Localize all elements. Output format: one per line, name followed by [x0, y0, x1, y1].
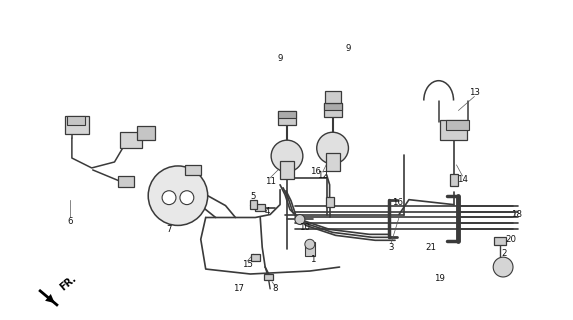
Text: 16: 16: [391, 198, 402, 207]
Bar: [65, 116, 89, 134]
Bar: [185, 165, 201, 175]
Circle shape: [180, 191, 194, 204]
Text: 10: 10: [299, 223, 311, 232]
Bar: [120, 132, 142, 148]
Bar: [325, 197, 333, 207]
Bar: [494, 237, 506, 245]
Bar: [278, 111, 296, 125]
Text: 13: 13: [469, 88, 480, 97]
Text: 9: 9: [346, 44, 351, 53]
Text: 7: 7: [166, 225, 172, 234]
Circle shape: [493, 257, 513, 277]
Text: 14: 14: [457, 175, 468, 184]
Bar: [119, 176, 134, 187]
Text: 12: 12: [317, 172, 328, 180]
Bar: [305, 242, 315, 256]
Circle shape: [295, 214, 305, 224]
Text: 9: 9: [277, 54, 282, 63]
Text: 19: 19: [434, 275, 445, 284]
Circle shape: [317, 132, 348, 164]
Text: 4: 4: [264, 207, 270, 216]
Text: 1: 1: [310, 255, 316, 264]
Bar: [256, 204, 265, 211]
Circle shape: [271, 140, 303, 172]
Bar: [324, 103, 342, 110]
Bar: [446, 120, 469, 130]
Text: 6: 6: [67, 217, 73, 226]
Text: 11: 11: [265, 177, 276, 186]
Circle shape: [305, 239, 315, 249]
Bar: [439, 120, 468, 140]
Bar: [251, 254, 260, 260]
Text: 17: 17: [233, 284, 244, 293]
Circle shape: [162, 191, 176, 204]
Text: 15: 15: [242, 260, 253, 268]
Text: 18: 18: [512, 210, 523, 219]
Bar: [280, 161, 294, 179]
Text: FR.: FR.: [58, 273, 79, 292]
Circle shape: [148, 166, 207, 225]
Text: 5: 5: [250, 192, 256, 201]
Bar: [264, 274, 273, 280]
Bar: [325, 91, 340, 102]
Bar: [138, 126, 155, 140]
Text: 3: 3: [388, 243, 394, 252]
Text: 21: 21: [425, 243, 436, 252]
Text: 8: 8: [272, 284, 278, 293]
Text: 20: 20: [505, 235, 516, 244]
Bar: [278, 111, 296, 118]
Text: 2: 2: [501, 249, 507, 258]
Bar: [324, 103, 342, 117]
Bar: [67, 116, 85, 125]
Bar: [450, 174, 457, 186]
Text: 16: 16: [310, 167, 321, 176]
Bar: [250, 200, 257, 209]
Bar: [325, 153, 340, 171]
